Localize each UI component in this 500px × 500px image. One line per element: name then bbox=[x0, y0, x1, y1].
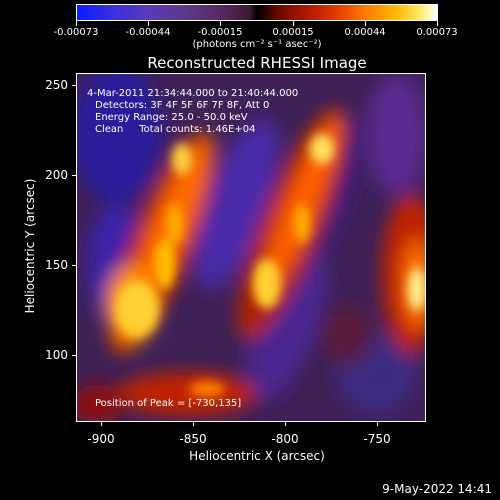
y-tick bbox=[72, 355, 76, 356]
x-axis-label: Heliocentric X (arcsec) bbox=[189, 449, 325, 463]
colorbar bbox=[76, 4, 438, 21]
colorbar-tick-label: -0.00044 bbox=[125, 27, 171, 38]
detectors-info: Detectors: 3F 4F 5F 6F 7F 8F, Att 0 bbox=[95, 100, 270, 111]
x-tick-label: -850 bbox=[179, 432, 207, 446]
time-range: 4-Mar-2011 21:34:44.000 to 21:40:44.000 bbox=[87, 88, 299, 99]
y-axis-label: Heliocentric Y (arcsec) bbox=[23, 178, 37, 314]
y-tick bbox=[72, 85, 76, 86]
clean-counts: Clean Total counts: 1.46E+04 bbox=[95, 124, 256, 135]
colorbar-tick bbox=[365, 20, 366, 26]
colorbar-tick-label: 0.00044 bbox=[344, 27, 386, 38]
colorbar-tick bbox=[437, 20, 438, 26]
colorbar-tick bbox=[76, 20, 77, 26]
colorbar-tick-label: 0.00073 bbox=[416, 27, 458, 38]
colorbar-tick-label: 0.00015 bbox=[272, 27, 314, 38]
y-tick-label: 200 bbox=[45, 168, 68, 182]
colorbar-tick-label: -0.00015 bbox=[197, 27, 243, 38]
colorbar-tick bbox=[293, 20, 294, 26]
x-tick bbox=[193, 422, 194, 426]
x-tick-label: -750 bbox=[363, 432, 391, 446]
x-tick-label: -900 bbox=[87, 432, 115, 446]
y-tick-label: 100 bbox=[45, 348, 68, 362]
energy-range: Energy Range: 25.0 - 50.0 keV bbox=[95, 112, 248, 123]
x-tick-label: -800 bbox=[271, 432, 299, 446]
x-tick bbox=[285, 422, 286, 426]
y-tick bbox=[72, 265, 76, 266]
colorbar-tick bbox=[220, 20, 221, 26]
colorbar-tick-label: -0.00073 bbox=[53, 27, 99, 38]
y-tick-label: 150 bbox=[45, 258, 68, 272]
image-title: Reconstructed RHESSI Image bbox=[147, 54, 367, 72]
image-heatmap bbox=[77, 74, 425, 421]
rhessi-image: 4-Mar-2011 21:34:44.000 to 21:40:44.000 … bbox=[76, 73, 426, 422]
colorbar-tick bbox=[148, 20, 149, 26]
x-tick bbox=[377, 422, 378, 426]
y-tick bbox=[72, 175, 76, 176]
y-tick-label: 250 bbox=[45, 78, 68, 92]
peak-position: Position of Peak = [-730,135] bbox=[95, 398, 242, 409]
timestamp: 9-May-2022 14:41 bbox=[382, 482, 492, 496]
x-tick bbox=[101, 422, 102, 426]
colorbar-units: (photons cm⁻² s⁻¹ asec⁻²) bbox=[192, 39, 322, 50]
